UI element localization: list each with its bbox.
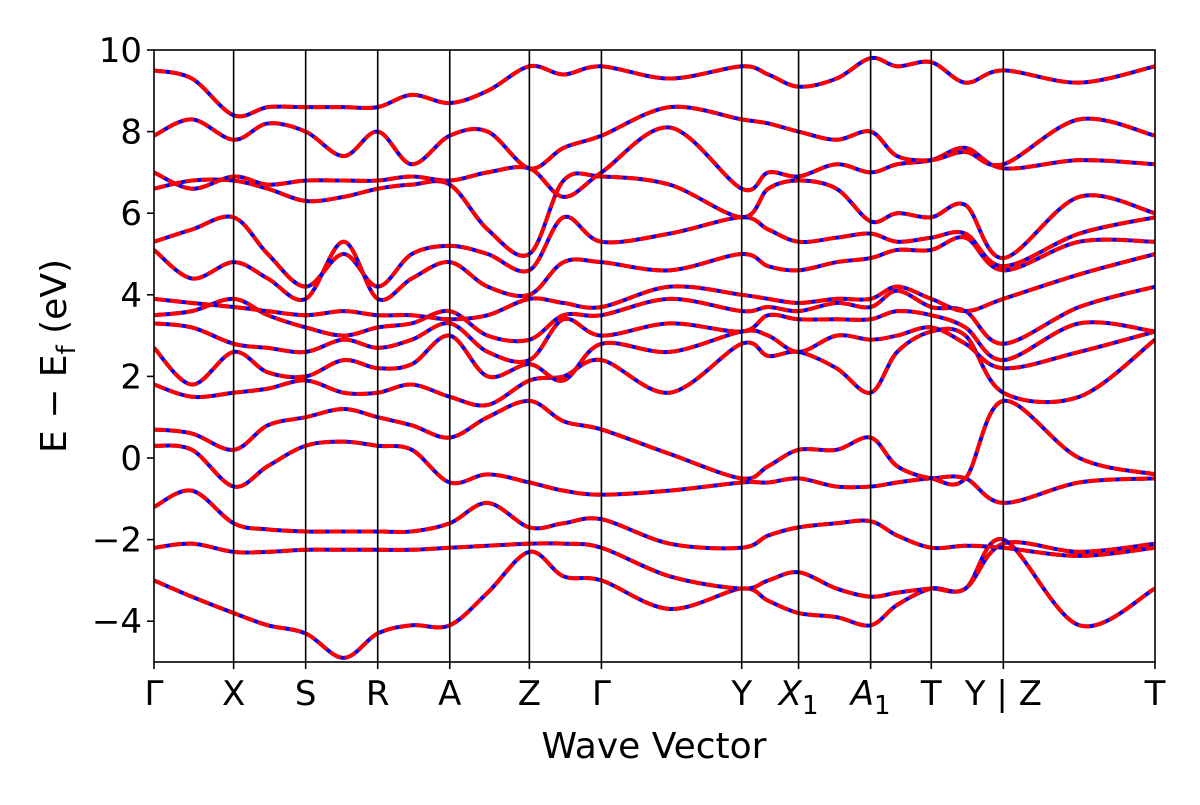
x-tick-label-12: T bbox=[1144, 674, 1166, 714]
band-16-model-line bbox=[154, 55, 1155, 119]
y-axis-title-unit: (eV) bbox=[34, 259, 75, 345]
band-12-model-line bbox=[154, 214, 1155, 289]
band-13-dft-line bbox=[154, 171, 1155, 261]
x-tick-label-9: A1 bbox=[849, 674, 891, 721]
band-1-dft-line bbox=[154, 537, 1155, 660]
y-tick-label-3: 2 bbox=[120, 357, 142, 397]
band-9-model-line bbox=[154, 284, 1155, 346]
band-15-model-line bbox=[154, 104, 1155, 171]
band-8-model-line bbox=[154, 308, 1155, 364]
x-tick-label-8: X1 bbox=[777, 674, 819, 721]
y-tick-label-0: −4 bbox=[92, 602, 142, 642]
x-tick-label-6: Γ bbox=[592, 674, 611, 714]
y-tick-label-2: 0 bbox=[120, 439, 142, 479]
y-tick-label-1: −2 bbox=[92, 521, 142, 561]
y-axis-title: E − Ef (eV) bbox=[34, 259, 82, 453]
band-7-model-line bbox=[154, 325, 1155, 387]
y-axis-ticks: −4 −2 0 2 4 6 8 10 bbox=[92, 31, 154, 642]
x-tick-label-3: R bbox=[366, 674, 390, 714]
y-tick-label-5: 6 bbox=[120, 194, 142, 234]
x-tick-label-4: A bbox=[438, 674, 461, 714]
x-axis-ticks: Γ X S R A Z Γ Y X1 A1 T Y | Z T bbox=[145, 662, 1166, 721]
x-tick-label-11: Y | Z bbox=[964, 674, 1042, 714]
x-tick-label-7: Y bbox=[730, 674, 752, 714]
band-5-model-line bbox=[154, 398, 1155, 487]
y-axis-title-main: E − E bbox=[34, 354, 75, 453]
x-tick-label-5: Z bbox=[518, 674, 541, 714]
band-2-model-line bbox=[154, 540, 1155, 599]
band-13-model-line bbox=[154, 171, 1155, 261]
x-tick-label-0: Γ bbox=[145, 674, 164, 714]
x-tick-label-1: X bbox=[222, 674, 245, 714]
x-axis-title: Wave Vector bbox=[542, 726, 767, 767]
band-8-dft-line bbox=[154, 308, 1155, 364]
band-4-model-line bbox=[154, 439, 1155, 505]
band-5-dft-line bbox=[154, 398, 1155, 487]
y-tick-label-4: 4 bbox=[120, 276, 142, 316]
y-axis-title-subscript: f bbox=[52, 344, 82, 354]
x-tick-label-2: S bbox=[295, 674, 317, 714]
plot-frame bbox=[153, 49, 1156, 663]
band-12-dft-line bbox=[154, 214, 1155, 289]
band-3-model-line bbox=[154, 488, 1155, 558]
band-15-dft-line bbox=[154, 104, 1155, 171]
band-1-model-line bbox=[154, 537, 1155, 660]
y-tick-label-6: 8 bbox=[120, 113, 142, 153]
high-symmetry-lines bbox=[232, 50, 1005, 662]
bands-layer bbox=[154, 55, 1155, 660]
x-tick-label-10: T bbox=[920, 674, 942, 714]
band-6-model-line bbox=[154, 326, 1155, 408]
y-tick-label-7: 10 bbox=[99, 31, 142, 71]
